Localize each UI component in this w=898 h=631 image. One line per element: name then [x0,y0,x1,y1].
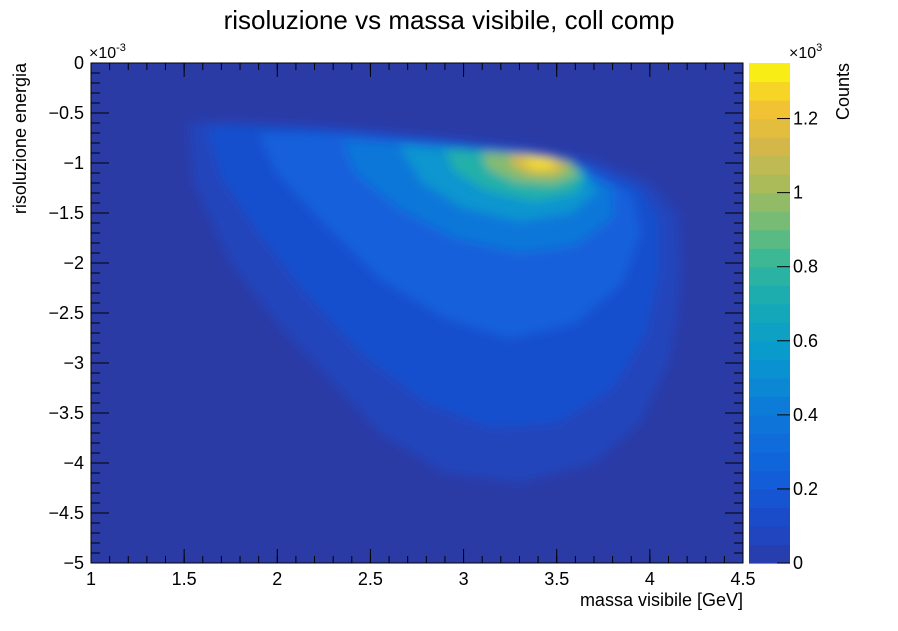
color-scale-step [749,81,790,101]
x-axis-label: massa visibile [GeV] [580,590,743,610]
color-scale-step [749,174,790,194]
color-scale-step [749,322,790,342]
heatmap-level-8 [525,158,557,169]
y-tick-label: −1.5 [48,203,84,223]
x-tick-label: 2.5 [358,569,383,589]
x-tick-label: 4.5 [730,569,755,589]
color-scale-tick-label: 0.8 [793,257,818,277]
color-scale-step [749,229,790,249]
color-scale-step [749,433,790,453]
x-tick-label: 1.5 [172,569,197,589]
y-tick-label: −4 [63,453,84,473]
x-tick-label: 4 [645,569,655,589]
z-axis-multiplier: ×103 [789,42,822,62]
color-scale-step [749,303,790,323]
y-tick-label: −3.5 [48,403,84,423]
y-tick-label: −0.5 [48,103,84,123]
color-scale-tick-label: 0.6 [793,331,818,351]
color-scale-step [749,488,790,509]
y-axis-label: risoluzione energia [10,62,30,214]
chart-title: risoluzione vs massa visibile, coll comp [224,5,675,35]
heatmap-density [187,121,682,483]
color-scale-tick-label: 0.4 [793,405,818,425]
y-tick-label: −2.5 [48,303,84,323]
y-tick-label: −3 [63,353,84,373]
color-scale-step [749,470,790,490]
color-scale-tick-label: 1 [793,183,803,203]
color-scale-step [749,451,790,472]
color-scale-step [749,377,790,397]
color-scale-step [749,359,790,379]
color-scale-tick-label: 0 [793,553,803,573]
color-scale-bar: 0 0.2 0.4 0.6 0.8 1 1.2 [749,63,818,573]
color-scale-step [749,340,790,360]
color-scale-step [749,118,790,138]
x-axis: 1 1.5 2 2.5 3 3.5 4 4.5 [86,63,756,589]
y-tick-label: −4.5 [48,503,84,523]
y-tick-label: −5 [63,553,84,573]
color-scale-step [749,266,790,286]
y-tick-label: 0 [74,53,84,73]
x-tick-label: 2 [272,569,282,589]
color-scale-step [749,63,790,83]
color-scale-step [749,192,790,212]
color-scale-step [749,525,790,546]
color-scale-step [749,155,790,175]
x-tick-label: 1 [86,569,96,589]
y-axis-multiplier: ×10-3 [89,42,126,62]
color-scale-tick-label: 1.2 [793,109,818,129]
color-scale-step [749,414,790,434]
color-scale-tick-label: 0.2 [793,479,818,499]
y-tick-label: −2 [63,253,84,273]
x-tick-label: 3.5 [544,569,569,589]
y-axis: 0 −0.5 −1 −1.5 −2 −2.5 −3 −3.5 −4 −4.5 −5 [48,53,743,573]
y-tick-label: −1 [63,153,84,173]
color-scale-step [749,211,790,231]
color-scale-label: Counts [833,63,853,120]
color-scale-step [749,544,790,564]
color-scale-step [749,137,790,157]
color-scale-step [749,507,790,527]
x-tick-label: 3 [459,569,469,589]
color-scale-step [749,100,790,120]
color-scale-step [749,396,790,416]
color-scale-step [749,285,790,305]
color-scale-step [749,248,790,268]
